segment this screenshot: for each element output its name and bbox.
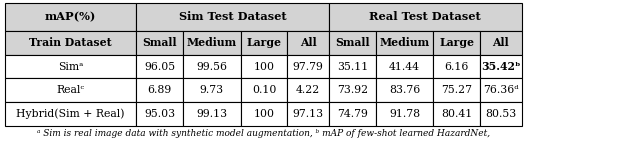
Bar [376, 55, 433, 78]
Text: 99.13: 99.13 [196, 109, 227, 119]
Text: 73.92: 73.92 [337, 85, 368, 95]
Text: 99.56: 99.56 [196, 62, 227, 72]
Text: Real Test Dataset: Real Test Dataset [369, 11, 481, 22]
Bar [241, 55, 287, 78]
Bar [433, 31, 480, 55]
Text: 91.78: 91.78 [389, 109, 420, 119]
Bar [480, 55, 522, 78]
Text: 9.73: 9.73 [200, 85, 224, 95]
Bar [5, 55, 136, 78]
Text: Realᶜ: Realᶜ [57, 85, 84, 95]
Text: 96.05: 96.05 [144, 62, 175, 72]
Bar [136, 3, 329, 31]
Bar [5, 3, 136, 31]
Bar [433, 102, 480, 126]
Text: Train Dataset: Train Dataset [29, 37, 112, 48]
Bar [5, 31, 136, 55]
Bar [183, 78, 241, 102]
Bar [287, 78, 329, 102]
Text: 80.41: 80.41 [441, 109, 472, 119]
Text: 83.76: 83.76 [389, 85, 420, 95]
Text: 75.27: 75.27 [441, 85, 472, 95]
Bar [5, 78, 136, 102]
Bar [287, 55, 329, 78]
Text: Medium: Medium [380, 37, 429, 48]
Text: 80.53: 80.53 [485, 109, 516, 119]
Text: All: All [492, 37, 509, 48]
Text: 35.42ᵇ: 35.42ᵇ [481, 61, 520, 72]
Text: mAP(%): mAP(%) [45, 11, 97, 22]
Text: 97.79: 97.79 [292, 62, 324, 72]
Bar [287, 102, 329, 126]
Bar [329, 55, 376, 78]
Bar [480, 78, 522, 102]
Bar [183, 102, 241, 126]
Text: Medium: Medium [187, 37, 237, 48]
Bar [287, 31, 329, 55]
Bar [183, 55, 241, 78]
Bar [183, 31, 241, 55]
Text: ᵃ Sim is real image data with synthetic model augmentation, ᵇ mAP of few-shot le: ᵃ Sim is real image data with synthetic … [36, 129, 490, 138]
Bar [241, 78, 287, 102]
Text: Large: Large [246, 37, 282, 48]
Bar [329, 31, 376, 55]
Bar [136, 102, 183, 126]
Text: 6.89: 6.89 [148, 85, 172, 95]
Text: 100: 100 [253, 109, 275, 119]
Text: 0.10: 0.10 [252, 85, 276, 95]
Text: 74.79: 74.79 [337, 109, 368, 119]
Bar [5, 102, 136, 126]
Bar [136, 78, 183, 102]
Text: Small: Small [142, 37, 177, 48]
Bar [136, 55, 183, 78]
Text: 35.11: 35.11 [337, 62, 368, 72]
Bar [433, 55, 480, 78]
Bar [433, 78, 480, 102]
Text: 100: 100 [253, 62, 275, 72]
Bar [329, 78, 376, 102]
Bar [376, 78, 433, 102]
Bar [329, 102, 376, 126]
Text: 76.36ᵈ: 76.36ᵈ [483, 85, 518, 95]
Text: 95.03: 95.03 [144, 109, 175, 119]
Text: 97.13: 97.13 [292, 109, 324, 119]
Text: Hybrid(Sim + Real): Hybrid(Sim + Real) [17, 109, 125, 119]
Text: Small: Small [335, 37, 370, 48]
Text: 6.16: 6.16 [444, 62, 469, 72]
Text: Simᵃ: Simᵃ [58, 62, 83, 72]
Bar [241, 102, 287, 126]
Bar [480, 31, 522, 55]
Bar [241, 31, 287, 55]
Bar [376, 102, 433, 126]
Text: Sim Test Dataset: Sim Test Dataset [179, 11, 287, 22]
Bar [480, 102, 522, 126]
Text: All: All [300, 37, 317, 48]
Text: Large: Large [439, 37, 474, 48]
Bar [376, 31, 433, 55]
Bar [136, 31, 183, 55]
Text: 41.44: 41.44 [389, 62, 420, 72]
Bar [329, 3, 522, 31]
Text: 4.22: 4.22 [296, 85, 320, 95]
